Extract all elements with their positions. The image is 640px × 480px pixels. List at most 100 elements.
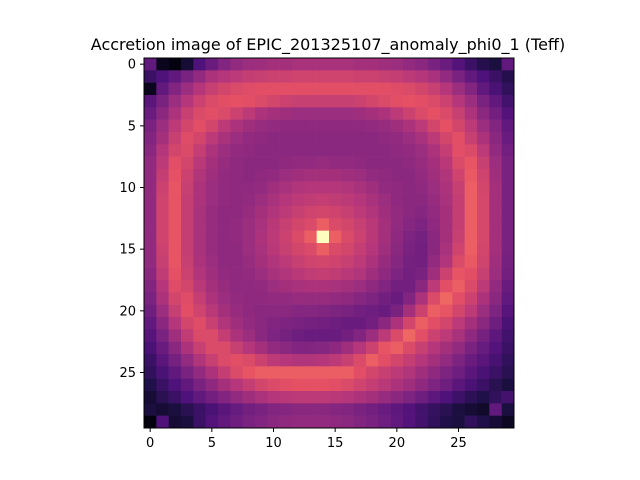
heatmap-cell [230,206,243,219]
heatmap-cell [205,317,219,330]
heatmap-cell [267,181,280,194]
heatmap-cell [316,304,330,318]
heatmap-cell [477,193,490,207]
heatmap-cell [415,230,428,244]
heatmap-cell [378,255,391,268]
heatmap-cell [501,206,515,219]
heatmap-cell [144,107,157,120]
heatmap-cell [230,119,243,133]
heatmap-cell [205,132,219,145]
heatmap-cell [205,304,219,318]
heatmap-cell [205,119,219,133]
heatmap-cell [477,169,490,182]
heatmap-cell [304,304,317,318]
heatmap-cell [205,243,219,256]
heatmap-cell [304,243,317,256]
heatmap-cell [267,82,280,96]
heatmap-cell [168,366,182,379]
heatmap-cell [267,341,280,355]
heatmap-cell [292,304,305,318]
heatmap-cell [279,206,293,219]
heatmap-cell [477,58,490,71]
heatmap-cell [477,403,490,416]
heatmap-cell [366,403,379,416]
heatmap-cell [255,292,268,305]
heatmap-cell [378,181,391,194]
heatmap-cell [501,354,515,367]
heatmap-cell [292,317,305,330]
heatmap-cell [427,82,441,96]
heatmap-cell [477,230,490,244]
heatmap-cell [403,267,416,281]
heatmap-cell [452,95,465,108]
heatmap-cell [329,378,342,392]
heatmap-cell [341,292,354,305]
heatmap-cell [304,341,317,355]
heatmap-cell [230,70,243,83]
heatmap-cell [489,243,502,256]
heatmap-cell [353,144,367,157]
heatmap-cell [366,391,379,404]
heatmap-cell [230,107,243,120]
heatmap-cell [205,230,219,244]
heatmap-cell [255,304,268,318]
heatmap-cell [341,58,354,71]
heatmap-cell [403,329,416,342]
heatmap-cell [477,329,490,342]
heatmap-cell [427,144,441,157]
heatmap-cell [181,341,194,355]
heatmap-cell [501,193,515,207]
heatmap-cell [464,156,478,170]
heatmap-cell [452,267,465,281]
heatmap-cell [477,144,490,157]
heatmap-cell [415,341,428,355]
y-axis: 0 5 10 15 20 25 [119,58,144,381]
heatmap-cell [156,280,169,293]
heatmap-cell [292,193,305,207]
heatmap-cell [168,354,182,367]
heatmap-cell [501,58,515,71]
heatmap-cell [304,378,317,392]
heatmap-cell [366,243,379,256]
heatmap-cell [316,82,330,96]
heatmap-cell [427,193,441,207]
heatmap-cell [242,107,256,120]
heatmap-cell [366,82,379,96]
heatmap-cell [378,304,391,318]
heatmap-cell [440,58,453,71]
heatmap-cell [415,218,428,231]
heatmap-cell [181,267,194,281]
heatmap-cell [353,156,367,170]
heatmap-cell [292,243,305,256]
heatmap-cell [168,193,182,207]
heatmap-cell [242,169,256,182]
heatmap-cell [144,193,157,207]
heatmap-cell [230,193,243,207]
heatmap-cell [168,304,182,318]
heatmap-cell [267,156,280,170]
heatmap-cell [477,280,490,293]
heatmap-cell [353,218,367,231]
heatmap-cell [452,378,465,392]
heatmap-cell [390,95,404,108]
heatmap-cell [218,267,231,281]
heatmap-cell [168,317,182,330]
heatmap-cell [440,280,453,293]
heatmap-cell [501,243,515,256]
heatmap-cell [279,218,293,231]
heatmap-cell [279,391,293,404]
heatmap-cell [279,255,293,268]
heatmap-cell [242,243,256,256]
heatmap-cell [156,341,169,355]
heatmap-cell [464,132,478,145]
heatmap-cell [415,169,428,182]
heatmap-cell [378,230,391,244]
heatmap-cell [292,366,305,379]
heatmap-cell [501,95,515,108]
heatmap-cell [218,230,231,244]
heatmap-cell [316,95,330,108]
heatmap-cell [353,304,367,318]
heatmap-cell [304,206,317,219]
heatmap-cell [193,304,206,318]
heatmap-cell [501,82,515,96]
